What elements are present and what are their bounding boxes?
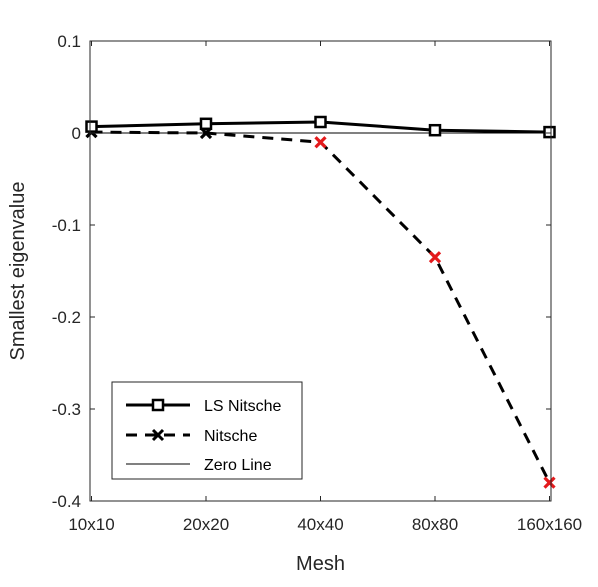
x-axis-title: Mesh [296,553,345,575]
point-ls-nitsche-1 [199,117,213,131]
x-tick-label-0: 10x10 [68,515,114,534]
point-nitsche-4 [543,476,556,489]
y-tick-label-2: -0.1 [52,216,81,235]
legend-label-zero-line: Zero Line [204,457,272,474]
y-tick-label-1: 0 [72,124,81,143]
series-layer [85,115,556,489]
x-tick-label-3: 80x80 [412,515,458,534]
y-tick-label-0: 0.1 [57,32,81,51]
legend-label-ls-nitsche: LS Nitsche [204,398,281,415]
legend-label-nitsche: Nitsche [204,428,257,445]
x-tick-label-2: 40x40 [297,515,343,534]
point-ls-nitsche-4 [543,125,556,139]
y-tick-label-4: -0.3 [52,400,81,419]
point-ls-nitsche-2 [314,115,327,129]
legend-marker-square-icon [151,398,165,412]
point-ls-nitsche-0 [85,120,98,133]
y-tick-label-3: -0.2 [52,308,81,327]
x-tick-label-1: 20x20 [183,515,229,534]
y-tick-label-5: -0.4 [52,492,81,511]
point-nitsche-3 [428,251,442,264]
y-axis-title: Smallest eigenvalue [7,182,29,361]
point-ls-nitsche-3 [428,123,442,137]
ticks-layer: 10x10 20x20 40x40 80x80 160x160 0.1 0 -0.1 -0.2 -… [52,32,582,534]
legend-box [111,381,303,480]
point-nitsche-2 [314,136,327,149]
legend: LS Nitsche Nitsche Zero Line [111,381,303,480]
legend-marker-x-icon [151,428,165,442]
x-tick-label-4: 160x160 [517,515,582,534]
